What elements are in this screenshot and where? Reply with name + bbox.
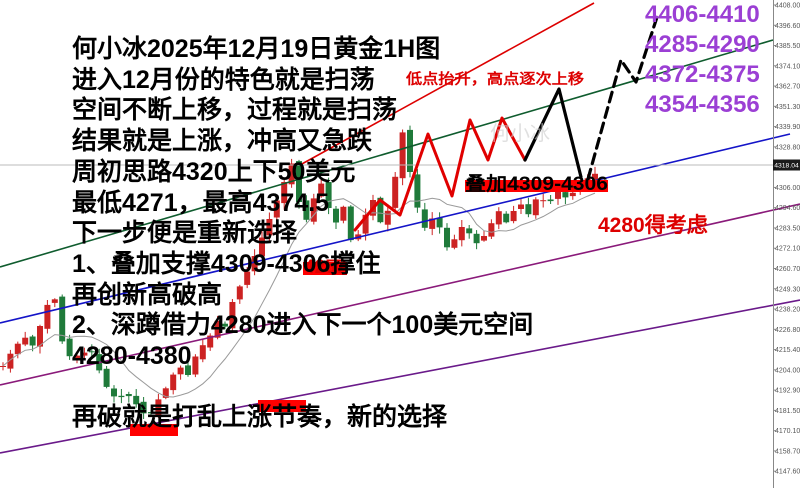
svg-text:4385.50: 4385.50 <box>775 43 800 50</box>
svg-text:4396.60: 4396.60 <box>775 23 800 30</box>
svg-text:4238.20: 4238.20 <box>775 307 800 314</box>
svg-text:4204.00: 4204.00 <box>775 367 800 374</box>
svg-text:4406-4410: 4406-4410 <box>645 1 760 28</box>
svg-text:4181.50: 4181.50 <box>775 408 800 415</box>
svg-text:4260.70: 4260.70 <box>775 266 800 273</box>
svg-text:4170.10: 4170.10 <box>775 428 800 435</box>
svg-text:4272.10: 4272.10 <box>775 246 800 253</box>
svg-text:4306.00: 4306.00 <box>775 185 800 192</box>
svg-text:4226.80: 4226.80 <box>775 327 800 334</box>
svg-text:4249.30: 4249.30 <box>775 286 800 293</box>
svg-text:4362.70: 4362.70 <box>775 84 800 91</box>
svg-text:4328.80: 4328.80 <box>775 144 800 151</box>
svg-text:4215.40: 4215.40 <box>775 347 800 354</box>
svg-text:4318.04: 4318.04 <box>774 163 799 170</box>
svg-text:4147.60: 4147.60 <box>775 469 800 476</box>
svg-text:4374.10: 4374.10 <box>775 63 800 70</box>
svg-text:4294.60: 4294.60 <box>775 205 800 212</box>
svg-text:4351.30: 4351.30 <box>775 104 800 111</box>
svg-text:4192.90: 4192.90 <box>775 388 800 395</box>
svg-text:4283.50: 4283.50 <box>775 225 800 232</box>
svg-text:4339.90: 4339.90 <box>775 124 800 131</box>
svg-text:4158.70: 4158.70 <box>775 448 800 455</box>
svg-text:4408.00: 4408.00 <box>775 3 800 10</box>
